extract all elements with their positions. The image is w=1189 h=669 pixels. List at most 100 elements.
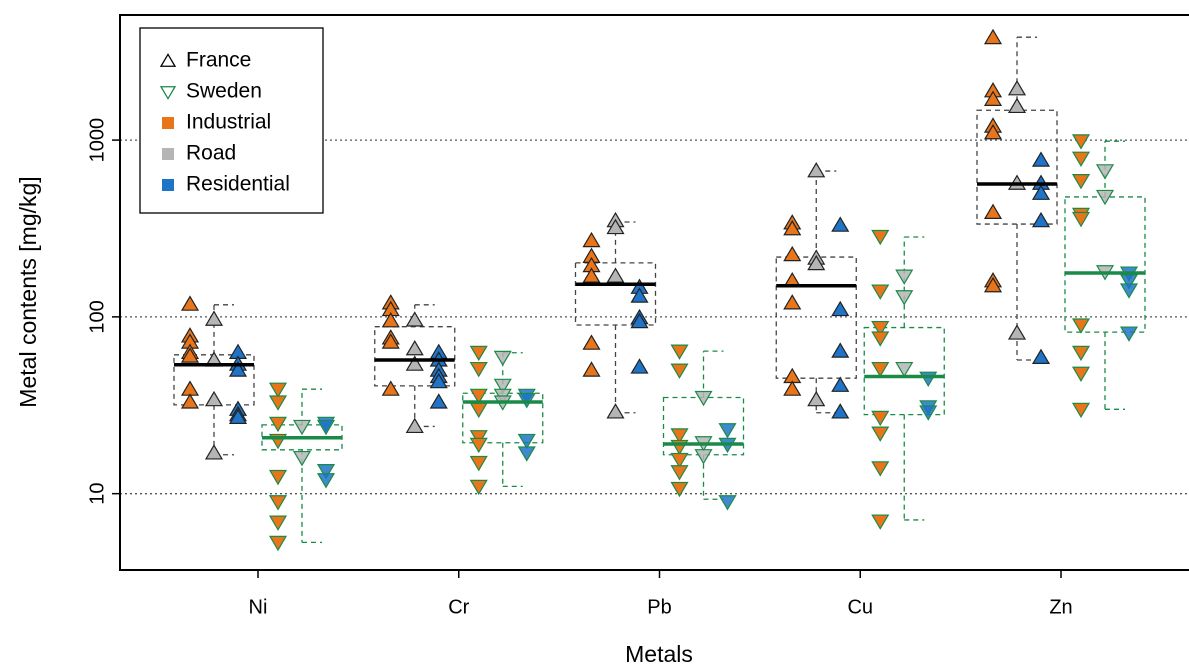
point: [718, 423, 737, 439]
point: [469, 345, 488, 362]
point: [381, 333, 400, 349]
point: [1071, 151, 1091, 167]
point: [983, 28, 1003, 45]
point: [919, 371, 938, 387]
point: [582, 231, 601, 248]
legend-label: France: [186, 49, 251, 72]
point: [292, 419, 312, 436]
point: [204, 310, 224, 326]
point: [831, 403, 850, 419]
point: [469, 402, 488, 419]
point: [807, 162, 826, 178]
point: [292, 450, 312, 467]
point: [983, 123, 1003, 140]
point: [1119, 326, 1139, 342]
point: [606, 267, 625, 283]
point: [316, 473, 336, 489]
point: [582, 361, 601, 377]
point: [469, 455, 488, 472]
legend-label: Road: [186, 142, 236, 165]
y-tick-label: 100: [86, 300, 108, 333]
point: [630, 312, 649, 329]
point: [783, 245, 802, 262]
point: [469, 437, 488, 454]
box: [775, 256, 857, 379]
point: [180, 380, 200, 396]
point: [694, 390, 713, 407]
point: [1119, 274, 1139, 290]
legend-symbol: [162, 148, 174, 160]
point: [1071, 345, 1091, 362]
point: [807, 254, 826, 271]
point: [381, 312, 400, 328]
point: [1071, 366, 1091, 383]
legend-symbol: [159, 86, 177, 100]
point: [381, 380, 400, 396]
legend-symbol: [162, 179, 174, 191]
point: [469, 361, 488, 378]
point: [871, 514, 890, 530]
point: [405, 339, 424, 356]
point: [1031, 151, 1051, 167]
point: [606, 218, 625, 235]
point: [871, 426, 890, 442]
point: [204, 390, 224, 407]
point: [871, 320, 890, 337]
point: [919, 405, 938, 421]
point: [429, 372, 448, 389]
point: [1007, 80, 1027, 96]
point: [1071, 173, 1091, 190]
point: [268, 495, 288, 511]
box: [574, 262, 657, 326]
point: [180, 393, 200, 409]
point: [1095, 189, 1115, 206]
y-tick-label: 1000: [86, 118, 108, 163]
point: [469, 479, 488, 496]
point: [405, 355, 424, 371]
point: [670, 363, 689, 379]
point: [831, 376, 850, 392]
point: [268, 535, 288, 552]
point: [895, 290, 914, 306]
point: [268, 395, 288, 411]
legend-symbol: [162, 117, 174, 129]
point: [871, 361, 890, 378]
point: [405, 311, 424, 327]
point: [268, 469, 288, 486]
point: [831, 216, 850, 232]
point: [228, 408, 248, 425]
point: [180, 347, 200, 363]
point: [204, 444, 224, 460]
x-axis-label: Metals: [625, 641, 693, 667]
point: [871, 410, 890, 427]
x-tick-label: Zn: [1049, 596, 1072, 618]
y-tick-label: 10: [86, 483, 108, 505]
point: [895, 361, 914, 378]
point: [670, 344, 689, 360]
legend-label: Industrial: [186, 111, 271, 134]
point: [1031, 211, 1051, 228]
point: [630, 358, 649, 374]
point: [1007, 324, 1027, 340]
point: [783, 219, 802, 236]
point: [718, 495, 737, 511]
point: [831, 300, 850, 317]
point: [493, 378, 512, 395]
point: [670, 428, 689, 444]
point: [983, 90, 1003, 106]
x-tick-label: Cu: [847, 596, 873, 618]
point: [517, 446, 536, 462]
point: [983, 203, 1003, 219]
legend-symbol: [159, 53, 177, 67]
point: [871, 284, 890, 300]
point: [268, 515, 288, 531]
point: [316, 419, 336, 436]
point: [469, 388, 488, 405]
point: [268, 382, 288, 398]
point: [1007, 97, 1027, 114]
point: [582, 267, 601, 283]
point: [783, 380, 802, 396]
point: [606, 403, 625, 419]
point: [469, 430, 488, 446]
